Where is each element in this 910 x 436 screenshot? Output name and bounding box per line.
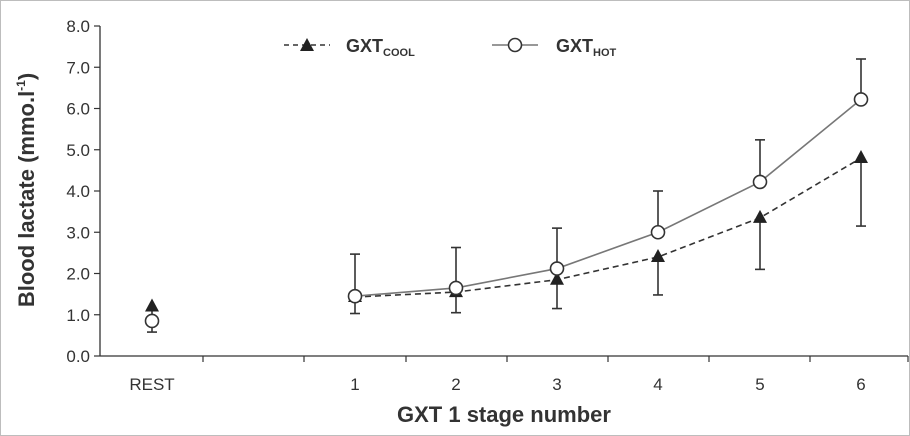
data-point-hot: [347, 288, 363, 304]
y-tick-label: 0.0: [66, 347, 90, 366]
y-tick-label: 8.0: [66, 17, 90, 36]
x-tick-label: 2: [451, 375, 460, 394]
y-tick-label: 6.0: [66, 100, 90, 119]
data-point-cool: [854, 150, 868, 163]
y-tick-label: 2.0: [66, 265, 90, 284]
data-point-cool: [145, 298, 159, 312]
data-point-hot: [144, 313, 160, 329]
axes: [94, 25, 909, 362]
x-tick-label: 3: [552, 375, 561, 394]
data-point-hot: [853, 92, 869, 107]
data-point-cool: [753, 209, 767, 223]
data-point-hot: [650, 224, 666, 240]
legend-entry-cool: GXTCOOL: [284, 36, 415, 59]
y-axis-title-sup: -1: [14, 80, 28, 91]
legend-hot-sub: HOT: [593, 47, 617, 59]
legend-cool-label: GXTCOOL: [346, 36, 415, 59]
series-line: [354, 157, 862, 298]
x-tick-label: REST: [129, 375, 174, 394]
y-tick-labels: 0.0 1.0 2.0 3.0 4.0 5.0 6.0 7.0 8.0: [66, 17, 90, 366]
x-tick-label: 5: [755, 375, 764, 394]
y-axis-title-close: ): [14, 73, 39, 80]
x-tick-label: 4: [653, 375, 662, 394]
legend-cool-sub: COOL: [383, 47, 415, 59]
y-tick-label: 4.0: [66, 182, 90, 201]
data-point-hot: [752, 174, 768, 190]
legend-hot-label: GXTHOT: [556, 36, 617, 59]
data-point-hot: [549, 261, 565, 276]
legend-cool-name: GXT: [346, 36, 383, 56]
legend-cool-marker: [300, 38, 314, 51]
y-axis-title: Blood lactate (mmo.l-1): [14, 73, 39, 307]
legend-entry-hot: GXTHOT: [492, 36, 617, 59]
x-tick-labels: REST 1 2 3 4 5 6: [129, 375, 865, 394]
y-tick-label: 1.0: [66, 306, 90, 325]
series-hot: [350, 58, 866, 297]
legend: GXTCOOL GXTHOT: [284, 36, 617, 59]
y-tick-label: 3.0: [66, 223, 90, 242]
x-tick-label: 1: [350, 375, 359, 394]
legend-hot-marker: [507, 37, 523, 53]
x-tick-label: 6: [856, 375, 865, 394]
data-point-cool: [651, 249, 665, 262]
data-point-cool: [550, 271, 564, 285]
series-line: [354, 98, 862, 297]
series-layer: [144, 58, 869, 333]
x-axis-title: GXT 1 stage number: [397, 402, 611, 427]
y-axis-title-main: Blood lactate (mmo.l: [14, 91, 39, 307]
legend-hot-name: GXT: [556, 36, 593, 56]
y-tick-label: 7.0: [66, 58, 90, 77]
y-tick-label: 5.0: [66, 141, 90, 160]
data-point-hot: [448, 280, 464, 296]
